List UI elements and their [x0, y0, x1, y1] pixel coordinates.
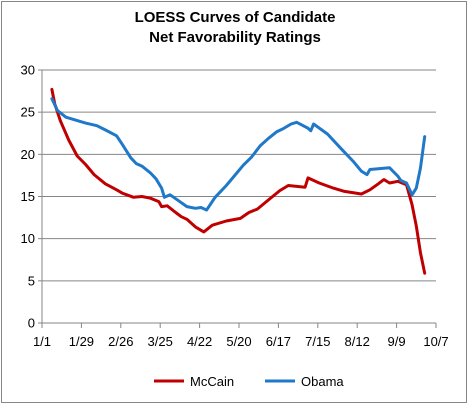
- axes: 0 5 10 15 20 25 30 1/1 1/29 2/26 3/25 4/22 5/20 6/17 7…: [21, 63, 449, 350]
- y-tick-label: 25: [21, 105, 35, 120]
- y-tick-label: 5: [28, 273, 35, 288]
- legend-label-obama: Obama: [301, 374, 344, 389]
- y-tick-label: 10: [21, 231, 35, 246]
- chart-title-line-2: Net Favorability Ratings: [149, 29, 321, 46]
- x-tick-label: 9/9: [388, 334, 406, 349]
- x-tick-label: 1/1: [33, 334, 51, 349]
- x-tick-label: 3/25: [148, 334, 173, 349]
- legend-label-mccain: McCain: [190, 374, 234, 389]
- series-line-obama: [50, 97, 427, 212]
- y-tick-label: 0: [28, 316, 35, 331]
- chart-title-line-1: LOESS Curves of Candidate: [134, 9, 336, 26]
- y-tick-label: 20: [21, 147, 35, 162]
- series-line-mccain: [50, 87, 427, 275]
- x-tick-label: 2/26: [108, 334, 133, 349]
- x-tick-label: 6/17: [266, 334, 291, 349]
- x-tick-label: 5/20: [226, 334, 251, 349]
- x-tick-label: 1/29: [69, 334, 94, 349]
- chart-title: LOESS Curves of Candidate Net Favorabili…: [0, 8, 470, 48]
- y-tick-label: 30: [21, 63, 35, 78]
- x-tick-label: 4/22: [187, 334, 212, 349]
- gridlines: [42, 69, 436, 282]
- series-lines: [50, 87, 427, 275]
- legend: McCain Obama: [154, 374, 344, 389]
- x-tick-label: 10/7: [423, 334, 448, 349]
- x-tick-label: 8/12: [345, 334, 370, 349]
- y-tick-label: 15: [21, 189, 35, 204]
- x-tick-label: 7/15: [305, 334, 330, 349]
